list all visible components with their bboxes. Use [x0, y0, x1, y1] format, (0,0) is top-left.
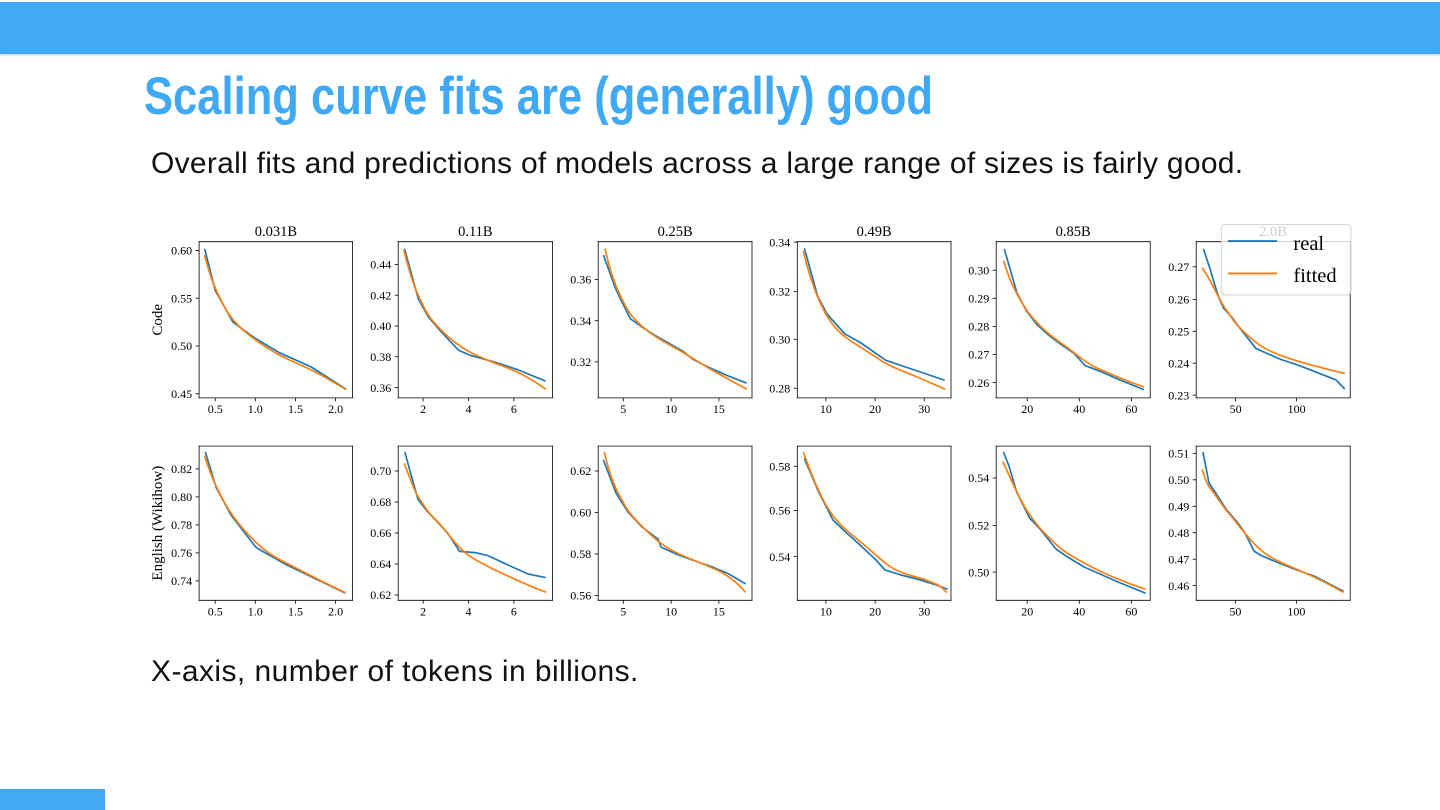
svg-text:15: 15 — [713, 605, 725, 619]
svg-text:60: 60 — [1125, 605, 1137, 619]
svg-text:0.30: 0.30 — [968, 263, 989, 277]
svg-text:0.30: 0.30 — [769, 332, 790, 346]
svg-text:0.34: 0.34 — [570, 314, 591, 328]
svg-text:0.23: 0.23 — [1168, 388, 1189, 402]
svg-text:0.82: 0.82 — [171, 462, 192, 476]
svg-text:10: 10 — [665, 402, 677, 416]
svg-text:30: 30 — [918, 605, 930, 619]
svg-text:0.85B: 0.85B — [1056, 224, 1091, 240]
svg-text:0.52: 0.52 — [968, 519, 989, 533]
svg-text:0.47: 0.47 — [1168, 552, 1189, 566]
svg-text:15: 15 — [713, 402, 725, 416]
svg-text:1.5: 1.5 — [288, 402, 303, 416]
svg-text:fitted: fitted — [1293, 265, 1336, 287]
svg-text:0.5: 0.5 — [208, 605, 223, 619]
svg-text:0.34: 0.34 — [769, 235, 790, 249]
svg-text:0.46: 0.46 — [1168, 579, 1189, 593]
svg-text:0.5: 0.5 — [208, 402, 223, 416]
svg-text:2.0: 2.0 — [328, 402, 343, 416]
svg-text:0.68: 0.68 — [370, 495, 391, 509]
svg-text:0.36: 0.36 — [570, 273, 591, 287]
svg-text:1.0: 1.0 — [248, 402, 263, 416]
svg-text:0.48: 0.48 — [1168, 526, 1189, 540]
svg-text:40: 40 — [1073, 402, 1085, 416]
svg-text:0.74: 0.74 — [171, 574, 192, 588]
svg-text:60: 60 — [1125, 402, 1137, 416]
svg-text:0.42: 0.42 — [370, 288, 391, 302]
svg-text:0.26: 0.26 — [968, 376, 989, 390]
svg-text:0.50: 0.50 — [968, 565, 989, 579]
svg-text:40: 40 — [1073, 605, 1085, 619]
svg-text:0.49B: 0.49B — [857, 224, 892, 240]
svg-text:1.5: 1.5 — [288, 605, 303, 619]
svg-text:0.70: 0.70 — [370, 464, 391, 478]
svg-text:5: 5 — [620, 605, 626, 619]
svg-text:0.62: 0.62 — [370, 588, 391, 602]
svg-text:6: 6 — [511, 402, 517, 416]
svg-text:0.32: 0.32 — [769, 285, 790, 299]
svg-text:20: 20 — [869, 402, 881, 416]
svg-text:0.76: 0.76 — [171, 546, 192, 560]
svg-text:0.58: 0.58 — [769, 459, 790, 473]
svg-text:0.29: 0.29 — [968, 291, 989, 305]
svg-text:20: 20 — [869, 605, 881, 619]
svg-text:10: 10 — [820, 605, 832, 619]
svg-text:2: 2 — [420, 605, 426, 619]
svg-text:50: 50 — [1230, 402, 1242, 416]
svg-text:0.38: 0.38 — [370, 350, 391, 364]
svg-text:0.49: 0.49 — [1168, 499, 1189, 513]
svg-text:0.44: 0.44 — [370, 258, 391, 272]
svg-text:0.27: 0.27 — [1168, 260, 1189, 274]
svg-text:0.28: 0.28 — [769, 381, 790, 395]
svg-text:0.25B: 0.25B — [658, 224, 693, 240]
svg-text:0.40: 0.40 — [370, 319, 391, 333]
svg-text:0.26: 0.26 — [1168, 293, 1189, 307]
svg-text:6: 6 — [511, 605, 517, 619]
svg-text:0.24: 0.24 — [1168, 356, 1189, 370]
svg-text:Code: Code — [150, 304, 166, 336]
svg-text:0.28: 0.28 — [968, 320, 989, 334]
svg-text:0.60: 0.60 — [171, 244, 192, 258]
svg-text:30: 30 — [918, 402, 930, 416]
svg-text:0.64: 0.64 — [370, 557, 391, 571]
svg-text:2: 2 — [420, 402, 426, 416]
svg-text:0.50: 0.50 — [171, 339, 192, 353]
svg-text:0.031B: 0.031B — [255, 224, 297, 240]
svg-text:0.25: 0.25 — [1168, 324, 1189, 338]
svg-text:0.66: 0.66 — [370, 526, 391, 540]
svg-text:real: real — [1293, 233, 1324, 255]
svg-text:0.56: 0.56 — [769, 504, 790, 518]
svg-text:0.27: 0.27 — [968, 348, 989, 362]
svg-text:0.32: 0.32 — [570, 355, 591, 369]
svg-text:0.55: 0.55 — [171, 291, 192, 305]
svg-text:English (Wikihow): English (Wikihow) — [150, 466, 166, 581]
svg-text:1.0: 1.0 — [248, 605, 263, 619]
svg-text:100: 100 — [1287, 605, 1305, 619]
svg-text:0.51: 0.51 — [1168, 446, 1189, 460]
svg-text:20: 20 — [1021, 605, 1033, 619]
svg-text:0.62: 0.62 — [570, 464, 591, 478]
svg-text:0.56: 0.56 — [570, 589, 591, 603]
svg-text:0.54: 0.54 — [769, 550, 790, 564]
svg-text:4: 4 — [466, 402, 472, 416]
svg-text:0.45: 0.45 — [171, 387, 192, 401]
svg-text:0.36: 0.36 — [370, 381, 391, 395]
svg-text:0.80: 0.80 — [171, 490, 192, 504]
svg-text:0.11B: 0.11B — [458, 224, 493, 240]
svg-text:4: 4 — [466, 605, 472, 619]
svg-text:0.58: 0.58 — [570, 547, 591, 561]
svg-text:5: 5 — [620, 402, 626, 416]
svg-text:0.54: 0.54 — [968, 471, 989, 485]
svg-text:0.60: 0.60 — [570, 506, 591, 520]
svg-text:20: 20 — [1021, 402, 1033, 416]
svg-text:10: 10 — [820, 402, 832, 416]
svg-text:10: 10 — [665, 605, 677, 619]
svg-text:0.78: 0.78 — [171, 518, 192, 532]
svg-text:0.50: 0.50 — [1168, 473, 1189, 487]
svg-text:2.0: 2.0 — [328, 605, 343, 619]
svg-text:100: 100 — [1288, 402, 1306, 416]
svg-text:50: 50 — [1229, 605, 1241, 619]
